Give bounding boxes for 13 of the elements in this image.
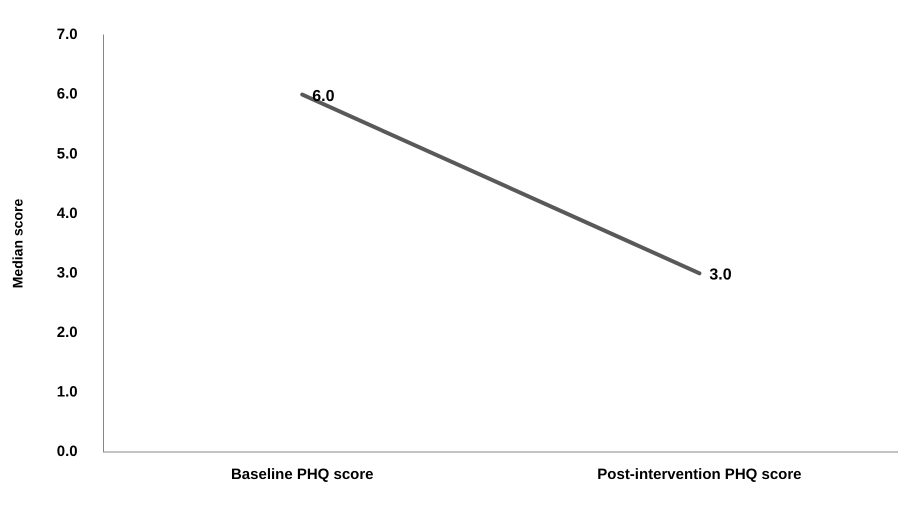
x-tick-label: Post-intervention PHQ score	[597, 466, 802, 484]
data-label: 3.0	[709, 266, 732, 284]
y-tick-label: 3.0	[56, 264, 78, 282]
y-tick-label: 1.0	[56, 384, 78, 401]
y-tick-label: 4.0	[56, 204, 78, 222]
data-label: 6.0	[312, 88, 335, 105]
y-axis-title: Median score	[9, 198, 26, 288]
y-tick-label: 0.0	[56, 443, 78, 460]
x-tick-label: Baseline PHQ score	[230, 466, 374, 484]
y-tick-label: 6.0	[56, 86, 78, 103]
y-tick-label: 5.0	[56, 145, 78, 162]
y-tick-label: 2.0	[56, 324, 78, 341]
y-tick-label: 7.0	[56, 26, 78, 44]
